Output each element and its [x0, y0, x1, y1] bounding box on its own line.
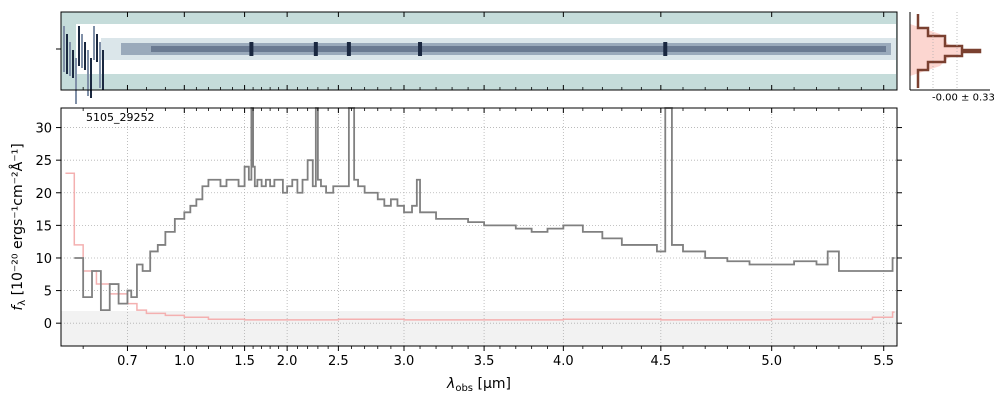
trace-core: [151, 46, 886, 52]
noise-strip-5: [78, 26, 80, 66]
spectrum-1d-panel: 0.7 1.0 1.5 2.0 2.5 3.0 3.5 4.0 4.5 5.0 5.5 0 5 10 15…: [9, 107, 902, 394]
noise-strip-6: [81, 34, 83, 68]
trace-knot-1: [313, 42, 318, 56]
x-tick-label-7: 4.0: [553, 354, 574, 369]
noise-strip-4: [75, 58, 77, 104]
y-tick-label-3: 15: [35, 219, 52, 234]
noise-strip-1: [66, 34, 68, 74]
x-tick-label-4: 2.5: [328, 354, 349, 369]
noise-strip-13: [102, 50, 104, 90]
x-axis-ticks: 0.7 1.0 1.5 2.0 2.5 3.0 3.5 4.0 4.5 5.0 5.5: [82, 108, 894, 369]
trace-knot-0: [249, 42, 254, 56]
x-tick-label-6: 3.5: [474, 354, 495, 369]
profile-annotation: -0.00 ± 0.33: [932, 92, 995, 103]
plot-frame: [60, 107, 898, 347]
x-tick-label-9: 5.0: [761, 354, 782, 369]
object-label: 5105_29252: [86, 111, 155, 124]
x-axis-title-main: λ: [446, 376, 455, 392]
x-tick-label-3: 2.0: [277, 354, 298, 369]
x-tick-label-8: 4.5: [650, 354, 671, 369]
profile-line: [916, 14, 982, 88]
noise-strip-7: [84, 42, 86, 70]
x-axis-title-sub: obs: [455, 383, 473, 394]
x-tick-label-10: 5.5: [873, 354, 894, 369]
noise-strip-10: [93, 26, 95, 60]
x-axis-title: λobs [μm]: [446, 376, 511, 394]
trace-knot-3: [418, 42, 423, 56]
trace-knot-4: [663, 42, 668, 56]
x-axis-title-unit: [μm]: [473, 376, 511, 392]
error-series-line: [65, 172, 895, 321]
spectrum-2d-frame: [60, 11, 898, 91]
y-axis-title-sub: λ: [17, 300, 28, 306]
y-axis-title-unit: [10⁻²⁰ ergs⁻¹cm⁻²Å⁻¹]: [9, 143, 26, 299]
y-axis-title-main: f: [10, 304, 26, 311]
profile-error-fill: [910, 24, 964, 76]
trace-knot-2: [346, 42, 351, 56]
y-tick-label-1: 5: [44, 285, 52, 300]
noise-strip-8: [87, 50, 89, 96]
y-tick-label-6: 30: [35, 122, 52, 137]
y-tick-label-0: 0: [44, 317, 52, 332]
flux-series-line: [74, 107, 895, 312]
noise-strip-0: [63, 26, 65, 72]
y-tick-label-4: 20: [35, 187, 52, 202]
spectrum-2d-image: [63, 24, 896, 104]
spectrum-2d-ticks: [56, 12, 885, 90]
noise-strip-12: [99, 42, 101, 88]
x-tick-label-2: 1.5: [234, 354, 255, 369]
noise-strip-11: [96, 34, 98, 62]
spectrum-2d-panel: [56, 11, 898, 104]
x-tick-label-5: 3.0: [394, 354, 415, 369]
y-axis-ticks: 0 5 10 15 20 25 30: [35, 122, 902, 332]
y-axis-title: fλ [10⁻²⁰ ergs⁻¹cm⁻²Å⁻¹]: [9, 143, 28, 310]
grid: [61, 108, 897, 346]
profile-panel: -0.00 ± 0.33: [909, 12, 995, 103]
x-tick-label-1: 1.0: [174, 354, 195, 369]
zero-band: [61, 311, 897, 346]
x-tick-label-0: 0.7: [117, 354, 138, 369]
y-tick-label-5: 25: [35, 154, 52, 169]
y-tick-label-2: 10: [35, 252, 52, 267]
noise-strip-3: [72, 50, 74, 78]
noise-strip-2: [69, 42, 71, 76]
noise-strip-9: [90, 58, 92, 98]
